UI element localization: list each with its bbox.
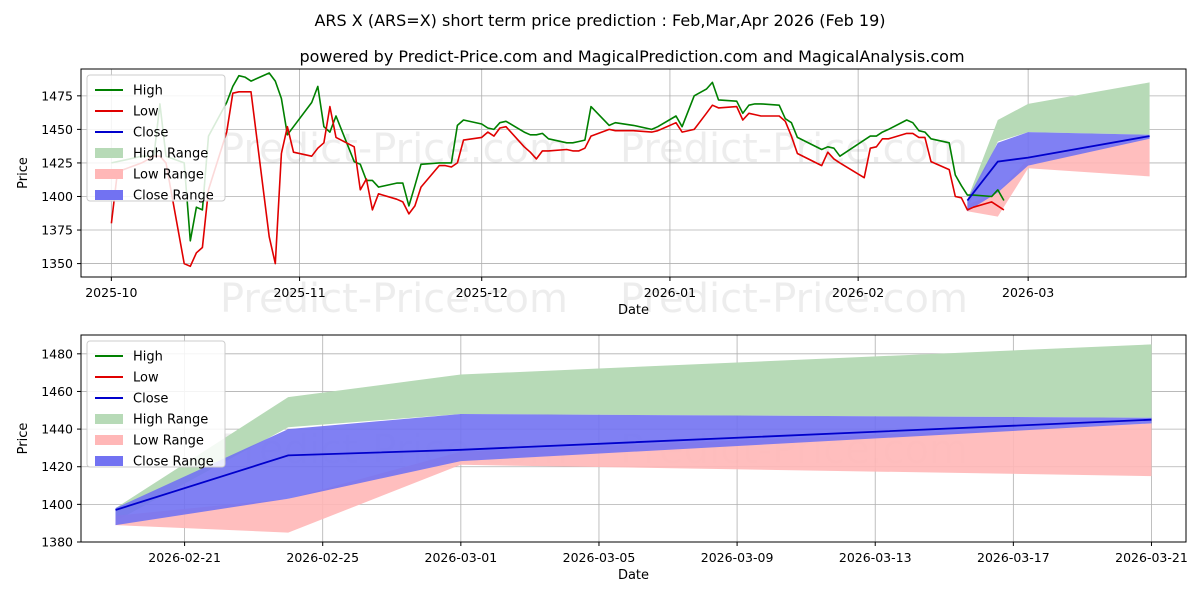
forecast-y-tick-label: 1400 — [41, 497, 73, 512]
legend-label: Low — [133, 371, 159, 386]
watermark: Predict-Price.com — [620, 276, 968, 322]
history-x-tick-label: 2025-11 — [273, 285, 325, 300]
close-range-band — [115, 414, 1152, 526]
watermark: Predict-Price.com — [220, 126, 568, 172]
legend-label: Close — [133, 126, 168, 141]
legend-swatch — [95, 435, 123, 445]
history-y-tick-label: 1375 — [41, 223, 73, 238]
history-x-axis-label: Date — [618, 303, 649, 318]
forecast-x-tick-label: 2026-03-09 — [701, 550, 774, 565]
legend-label: High — [133, 84, 163, 99]
legend-label: High — [133, 350, 163, 365]
history-y-tick-label: 1475 — [41, 88, 73, 103]
close-forecast-line — [966, 135, 1150, 202]
forecast-x-axis-label: Date — [618, 568, 649, 583]
legend-label: Close Range — [133, 189, 214, 204]
legend-swatch — [95, 169, 123, 179]
low-range-band — [967, 138, 1150, 217]
legend-label: Low Range — [133, 168, 204, 183]
history-x-tick-label: 2025-10 — [85, 285, 137, 300]
forecast-x-tick-label: 2026-03-17 — [977, 550, 1050, 565]
forecast-y-tick-label: 1380 — [41, 535, 73, 550]
forecast-x-tick-label: 2026-03-13 — [839, 550, 912, 565]
forecast-panel: 2026-02-21 2026-02-25 2026-03-01 2026-03-05… — [16, 334, 1188, 583]
forecast-x-tick-label: 2026-03-05 — [563, 550, 636, 565]
forecast-x-tick-label: 2026-02-21 — [148, 550, 221, 565]
forecast-x-tick-label: 2026-03-01 — [425, 550, 498, 565]
legend-swatch — [95, 190, 123, 200]
history-y-tick-label: 1350 — [41, 256, 73, 271]
close-forecast-line — [115, 418, 1152, 511]
forecast-y-axis-label: Price — [16, 423, 31, 455]
history-axes-frame — [80, 68, 1187, 278]
forecast-y-tick-label: 1460 — [41, 384, 73, 399]
history-x-tick-label: 2026-01 — [644, 285, 696, 300]
forecast-x-tick-label: 2026-03-21 — [1115, 550, 1188, 565]
low-price-line — [110, 91, 1005, 268]
history-y-tick-label: 1425 — [41, 155, 73, 170]
forecast-legend: High Low Close High Range Low Range Close Ran… — [86, 340, 226, 470]
forecast-plot-area — [115, 344, 1152, 533]
history-panel: 2025-10 2025-11 2025-12 2026-01 2026-02 2026-… — [16, 68, 1187, 322]
legend-label: Low — [133, 105, 159, 120]
forecast-y-tick-label: 1440 — [41, 422, 73, 437]
history-x-tick-label: 2026-02 — [832, 285, 884, 300]
high-range-band — [115, 344, 1152, 522]
history-plot-area — [110, 72, 1150, 268]
watermark: Predict-Price.com — [620, 126, 968, 172]
legend-label: High Range — [133, 413, 208, 428]
low-range-band — [115, 423, 1152, 533]
legend-label: High Range — [133, 147, 208, 162]
history-y-tick-label: 1450 — [41, 122, 73, 137]
high-range-band — [967, 82, 1150, 209]
legend-label: Close — [133, 392, 168, 407]
legend-label: Low Range — [133, 434, 204, 449]
chart-subtitle: powered by Predict-Price.com and Magical… — [299, 47, 964, 66]
history-y-tick-label: 1400 — [41, 189, 73, 204]
legend-swatch — [95, 414, 123, 424]
forecast-y-tick-label: 1480 — [41, 346, 73, 361]
watermark: Predict-Price.com — [220, 276, 568, 322]
forecast-axes-frame — [80, 334, 1187, 543]
forecast-y-tick-label: 1420 — [41, 459, 73, 474]
legend-label: Close Range — [133, 455, 214, 470]
forecast-x-tick-label: 2026-02-25 — [286, 550, 359, 565]
close-range-band — [967, 132, 1150, 212]
history-y-axis-label: Price — [16, 157, 31, 189]
legend-swatch — [95, 456, 123, 466]
legend-swatch — [95, 148, 123, 158]
history-legend: High Low Close High Range Low Range Close Ran… — [86, 74, 226, 204]
high-price-line — [111, 72, 1005, 242]
chart-title: ARS X (ARS=X) short term price predictio… — [314, 11, 885, 30]
history-x-tick-label: 2025-12 — [456, 285, 508, 300]
history-x-tick-label: 2026-03 — [1002, 285, 1054, 300]
